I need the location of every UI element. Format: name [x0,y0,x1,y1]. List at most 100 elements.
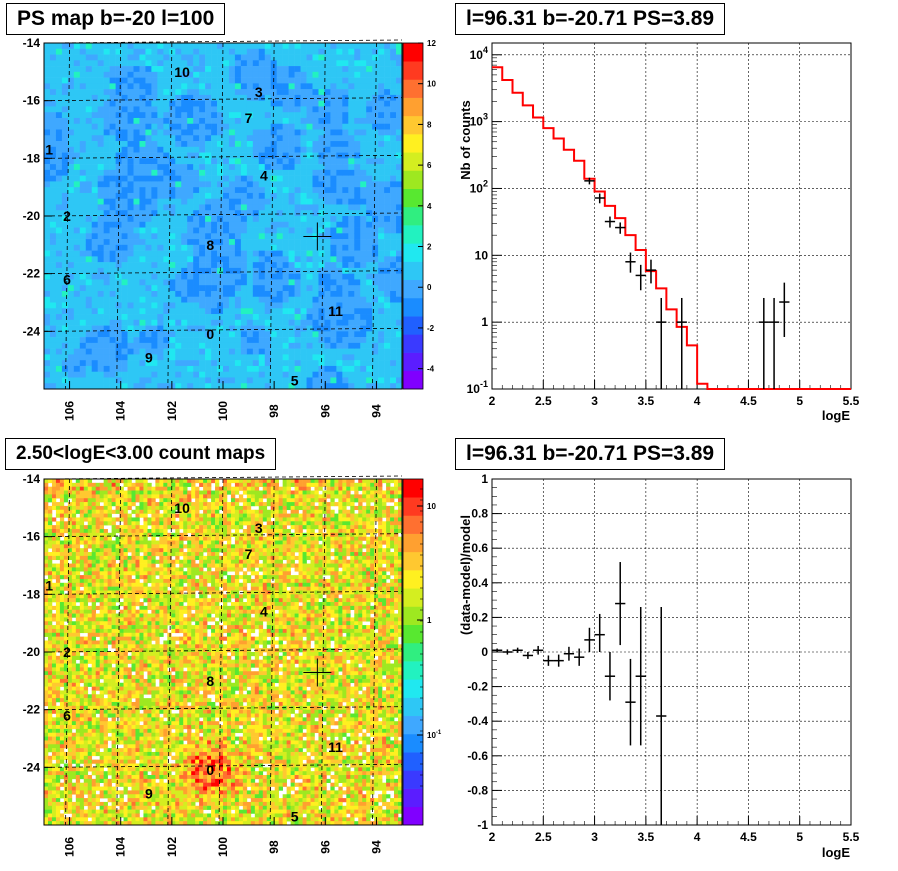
heat-cell [252,256,260,263]
heat-cell [71,767,77,772]
heat-cell [83,479,89,484]
heat-cell [75,578,81,584]
heat-cell [71,559,77,564]
heat-cell [47,479,53,484]
heat-cell [44,621,49,626]
heat-cell [91,337,98,344]
x-tick-label: 104 [114,401,128,421]
heat-cell [44,106,51,113]
heat-cell [282,181,289,188]
heat-cell [79,782,85,787]
heat-cell [175,337,182,344]
heat-cell [282,354,289,361]
heat-cell [91,559,97,564]
heat-cell [95,763,100,768]
heat-cell [193,319,200,326]
heat-cell [228,314,236,321]
heat-cell [47,748,53,753]
heat-cell [390,256,397,263]
heat-cell [63,663,69,668]
heat-cell [44,319,51,326]
heat-cell [282,141,289,148]
heat-cell [342,348,349,355]
heat-cell [91,152,98,159]
heat-cell [85,210,93,217]
heat-cell [360,273,367,280]
heat-cell [300,117,307,125]
heat-cell [270,123,277,130]
heat-cell [234,290,242,298]
heat-cell [91,181,98,188]
heat-cell [71,790,77,795]
heat-cell [83,505,89,511]
heat-cell [360,169,367,176]
heat-cell [252,152,260,159]
heat-cell [234,319,242,326]
heat-cell [73,216,81,223]
heat-cell [169,285,176,292]
heat-cell [151,141,158,148]
heat-cell [55,736,61,741]
heat-cell [103,227,110,234]
heat-cell [59,617,65,622]
heat-cell [372,239,379,246]
heat-cell [121,227,128,234]
source-label: 9 [145,349,153,365]
heat-cell [348,216,355,223]
heat-cell [75,486,81,491]
heat-cell [240,135,248,142]
heat-cell [121,279,128,286]
heat-cell [103,43,110,50]
heat-cell [163,66,170,73]
heat-cell [75,498,81,503]
heat-cell [79,486,85,491]
heat-cell [390,308,397,315]
heat-cell [324,77,331,84]
heat-cell [264,337,272,344]
heat-cell [217,331,224,338]
heat-cell [151,342,158,349]
heat-cell [91,290,98,298]
heat-cell [85,60,93,67]
heat-cell [73,48,81,55]
heat-cell [354,360,361,367]
heat-cell [139,377,146,384]
heat-cell [67,652,73,657]
heat-cell [103,609,108,614]
heat-cell [312,267,319,274]
heat-cell [199,210,206,217]
heat-cell [264,360,272,367]
heat-cell [390,192,397,199]
heat-cell [276,290,283,298]
heat-cell [300,279,307,286]
heat-cell [372,377,379,384]
heat-cell [336,360,343,367]
heat-cell [246,342,254,349]
heat-cell [55,790,61,795]
heat-cell [83,578,89,584]
heat-cell [270,94,277,101]
heat-cell [47,790,53,795]
heat-cell [324,164,331,171]
heat-cell [187,337,194,344]
heat-cell [95,771,100,776]
heat-cell [73,169,81,176]
heat-cell [270,204,277,211]
heat-cell [181,221,188,228]
heat-cell [306,187,313,194]
heat-cell [348,273,355,280]
heat-cell [61,152,69,159]
heat-cell [61,60,69,67]
heat-cell [75,705,81,710]
heat-cell [354,129,361,136]
heat-cell [109,279,116,286]
heat-cell [169,192,176,199]
heat-cell [169,123,176,130]
heat-cell [79,66,87,73]
heat-cell [49,106,57,113]
heat-cell [276,365,283,372]
heat-cell [330,256,337,263]
heat-cell [97,308,104,315]
heat-cell [294,204,301,211]
heat-cell [312,141,319,148]
